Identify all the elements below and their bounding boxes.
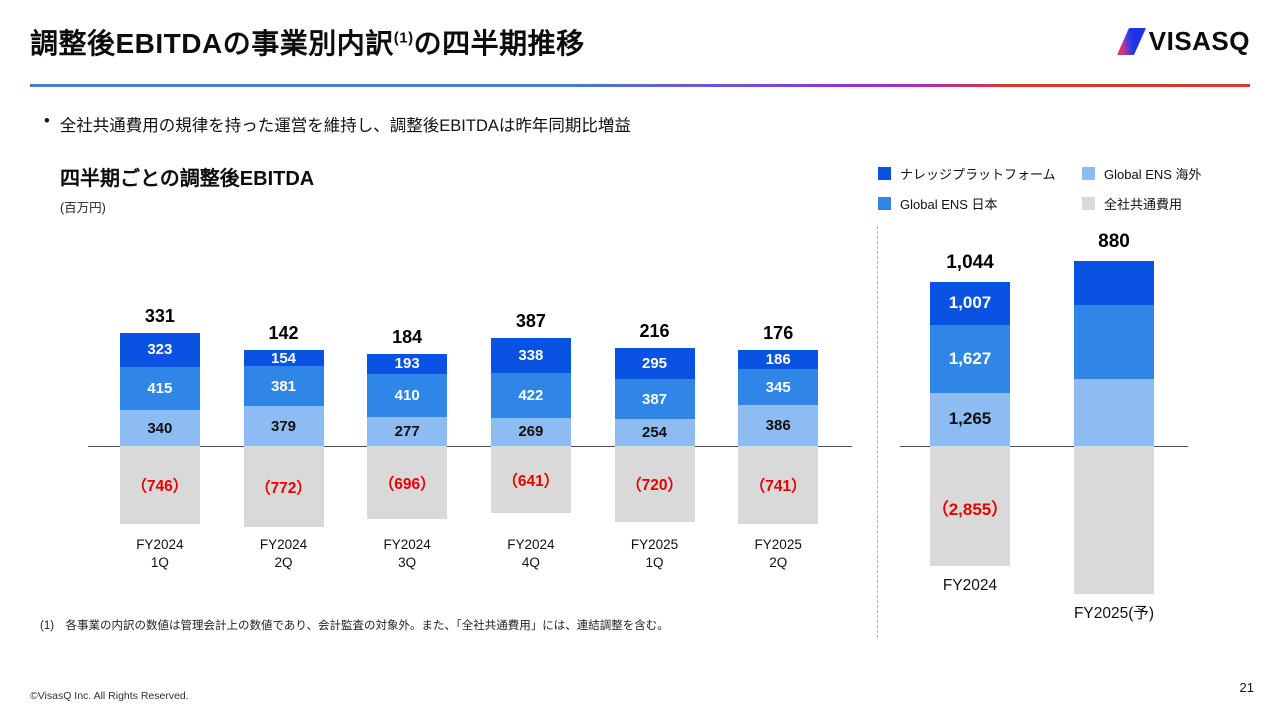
bar-segment-common bbox=[738, 446, 819, 524]
footnote-ref-superscript: (1) bbox=[393, 29, 414, 47]
bar-group: 1,044 1,007 1,627 1,265 （2,855） FY2024 bbox=[898, 230, 1042, 630]
bar-segment-geo: 269 bbox=[490, 417, 571, 446]
bar-segment-common bbox=[119, 446, 200, 525]
bar-group: 880 FY2025(予) bbox=[1042, 230, 1186, 630]
bar-segment-gej: 345 bbox=[738, 369, 819, 406]
bar-segment-gej: 387 bbox=[614, 378, 695, 420]
bar-segment-gej: 410 bbox=[367, 373, 448, 417]
negative-value-label: （746） bbox=[131, 478, 189, 496]
total-value-label: 387 bbox=[515, 310, 546, 331]
bar-segment-geo: 254 bbox=[614, 419, 695, 446]
bar-segment-geo: 1,265 bbox=[930, 392, 1010, 446]
legend-item-knowledge-platform: ナレッジプラットフォーム bbox=[878, 164, 1082, 183]
page-number: 21 bbox=[1239, 680, 1254, 695]
bar-group: 176 186 345 386 （741） FY2025 2Q bbox=[716, 300, 840, 590]
bar-segment-np: 186 bbox=[738, 349, 819, 370]
visasq-logo-text: VISASQ bbox=[1148, 26, 1250, 56]
category-label: FY2025 1Q bbox=[630, 537, 679, 570]
annual-ebitda-chart: 1,044 1,007 1,627 1,265 （2,855） FY2024 880 FY20… bbox=[898, 230, 1186, 630]
category-label: FY2024 4Q bbox=[507, 537, 555, 570]
bar-group: 216 295 387 254 （720） FY2025 1Q bbox=[593, 300, 717, 590]
total-value-label: 1,044 bbox=[946, 252, 994, 274]
legend-label: 全社共通費用 bbox=[1104, 197, 1183, 212]
negative-value-label: （696） bbox=[378, 475, 436, 493]
bar-segment-np: 338 bbox=[490, 337, 571, 374]
bar-segment-np: 1,007 bbox=[930, 282, 1010, 325]
chart-unit-label: (百万円) bbox=[60, 201, 106, 215]
page-title-text: 調整後EBITDAの事業別内訳 bbox=[30, 28, 394, 59]
footnote: (1) 各事業の内訳の数値は管理会計上の数値であり、会計監査の対象外。また、「全… bbox=[40, 620, 669, 632]
bar-segment-common bbox=[490, 446, 571, 514]
legend-label: Global ENS 日本 bbox=[900, 197, 998, 212]
bar-group: 387 338 422 269 （641） FY2024 4Q bbox=[469, 300, 593, 590]
category-label: FY2025 2Q bbox=[754, 537, 802, 570]
category-label: FY2024 3Q bbox=[383, 537, 431, 570]
category-label: FY2024 1Q bbox=[136, 537, 184, 570]
negative-value-label: （741） bbox=[749, 477, 807, 495]
category-label: FY2025(予) bbox=[1073, 604, 1155, 622]
visasq-slash-icon bbox=[1116, 28, 1146, 55]
total-value-label: 184 bbox=[392, 326, 423, 347]
negative-value-label: （2,855） bbox=[931, 499, 1009, 519]
bar-segment-common bbox=[930, 446, 1010, 566]
bullet-marker: • bbox=[44, 112, 50, 130]
bar-group: 331 323 415 340 （746） FY2024 1Q bbox=[98, 300, 222, 590]
legend-label: ナレッジプラットフォーム bbox=[900, 167, 1056, 182]
page-title-text-2: の四半期推移 bbox=[413, 28, 585, 59]
key-message: • 全社共通費用の規律を持った運営を維持し、調整後EBITDAは昨年同期比増益 bbox=[44, 112, 631, 136]
quarterly-axis-line bbox=[88, 446, 852, 447]
legend-swatch-common-costs bbox=[1082, 197, 1095, 210]
legend-item-common-costs: 全社共通費用 bbox=[1082, 194, 1202, 213]
negative-value-label: （772） bbox=[255, 479, 312, 497]
category-label: FY2024 bbox=[942, 576, 998, 594]
bar-segment-geo: 379 bbox=[243, 406, 324, 446]
total-value-label: 880 bbox=[1098, 231, 1130, 253]
bar-group: 142 154 381 379 （772） FY2024 2Q bbox=[222, 300, 346, 590]
legend-swatch-knowledge-platform bbox=[878, 167, 891, 180]
negative-value-label: （641） bbox=[502, 472, 560, 490]
section-divider-dashed-line bbox=[877, 226, 878, 638]
legend-item-global-ens-japan: Global ENS 日本 bbox=[878, 194, 1082, 213]
bar-segment-gej: 381 bbox=[243, 366, 324, 407]
legend-item-global-ens-overseas: Global ENS 海外 bbox=[1082, 164, 1202, 183]
negative-value-label: （720） bbox=[626, 476, 683, 494]
bar-segment-common bbox=[243, 446, 324, 528]
bar-segment-geo: 340 bbox=[119, 410, 200, 446]
bar-segment-geo: 386 bbox=[738, 405, 819, 446]
bar-segment-gej: 422 bbox=[490, 373, 571, 418]
legend-swatch-global-ens-overseas bbox=[1082, 167, 1095, 180]
bar-segment-common bbox=[367, 446, 448, 520]
total-value-label: 331 bbox=[144, 305, 175, 326]
total-value-label: 176 bbox=[763, 322, 794, 343]
copyright: ©VisasQ Inc. All Rights Reserved. bbox=[30, 690, 189, 702]
quarterly-ebitda-chart: 331 323 415 340 （746） FY2024 1Q 142 154 381 379 （77… bbox=[98, 300, 840, 590]
chart-title: 四半期ごとの調整後EBITDA bbox=[60, 168, 315, 190]
visasq-logo: VISASQ bbox=[1116, 26, 1250, 57]
bar-segment-np: 295 bbox=[614, 347, 695, 379]
bar-segment-geo: 277 bbox=[367, 416, 448, 446]
category-label: FY2024 2Q bbox=[259, 537, 308, 570]
total-value-label: 216 bbox=[639, 320, 670, 341]
bar-segment-np: 154 bbox=[243, 350, 324, 367]
chart-legend: ナレッジプラットフォーム Global ENS 海外 Global ENS 日本… bbox=[878, 164, 1202, 213]
legend-label: Global ENS 海外 bbox=[1104, 167, 1202, 182]
bar-segment-common bbox=[614, 446, 695, 522]
bar-segment-geo bbox=[1074, 379, 1154, 446]
bar-group: 184 193 410 277 （696） FY2024 3Q bbox=[345, 300, 469, 590]
title-underline bbox=[30, 84, 1250, 87]
annual-axis-line bbox=[900, 446, 1188, 447]
legend-swatch-global-ens-japan bbox=[878, 197, 891, 210]
bar-segment-np bbox=[1074, 261, 1154, 306]
bar-segment-np: 323 bbox=[119, 332, 200, 367]
bar-segment-gej: 1,627 bbox=[930, 324, 1010, 393]
page-title: 調整後EBITDAの事業別内訳(1)の四半期推移 bbox=[30, 22, 585, 62]
bar-segment-gej: 415 bbox=[119, 366, 200, 411]
bar-segment-gej bbox=[1074, 305, 1154, 380]
bar-segment-common bbox=[1074, 446, 1154, 594]
key-message-text: 全社共通費用の規律を持った運営を維持し、調整後EBITDAは昨年同期比増益 bbox=[59, 117, 631, 135]
total-value-label: 142 bbox=[268, 323, 299, 344]
bar-segment-np: 193 bbox=[367, 353, 448, 374]
